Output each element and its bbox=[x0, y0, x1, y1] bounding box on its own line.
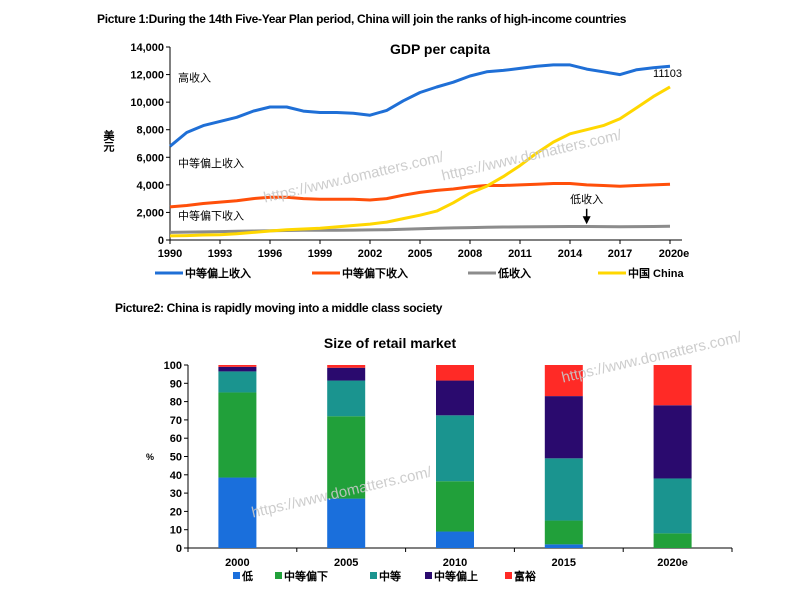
bar-segment bbox=[653, 405, 692, 479]
series-line bbox=[169, 63, 671, 148]
bar-segment bbox=[327, 365, 366, 368]
x-tick-label: 1990 bbox=[158, 248, 182, 260]
x-tick-label: 2002 bbox=[358, 248, 382, 260]
series-line bbox=[169, 85, 671, 238]
bar-segment bbox=[653, 533, 692, 548]
y-axis-label: 美元 bbox=[102, 129, 115, 153]
annotation: 11103 bbox=[653, 68, 682, 80]
legend-label: 中等偏下 bbox=[284, 569, 328, 583]
bar-segment bbox=[544, 458, 583, 521]
y-tick-label: 70 bbox=[170, 415, 182, 427]
y-tick-label: 90 bbox=[170, 378, 182, 390]
bar-segment bbox=[544, 520, 583, 545]
legend-label: 中等 bbox=[379, 569, 401, 583]
legend-swatch bbox=[425, 572, 432, 579]
legend-label: 低 bbox=[241, 569, 253, 583]
y-tick-label: 20 bbox=[170, 506, 182, 518]
x-tick-label: 2008 bbox=[458, 248, 482, 260]
annotation: 中等偏下收入 bbox=[178, 208, 244, 222]
series-line bbox=[169, 182, 671, 209]
bar-segment bbox=[436, 531, 474, 548]
legend-label: 中等偏上 bbox=[434, 569, 478, 583]
y-tick-label: 12,000 bbox=[130, 70, 164, 82]
bar-segment bbox=[327, 416, 366, 499]
x-tick-label: 2020e bbox=[657, 557, 688, 569]
bar-segment bbox=[653, 365, 692, 406]
bar-segment bbox=[218, 477, 257, 548]
bar-segment bbox=[544, 365, 583, 397]
x-tick-label: 2010 bbox=[443, 557, 467, 569]
x-tick-label: 1993 bbox=[208, 248, 232, 260]
x-tick-label: 2000 bbox=[225, 557, 249, 569]
x-tick-label: 2020e bbox=[659, 248, 690, 260]
bar-segment bbox=[436, 380, 474, 416]
chart-title: Size of retail market bbox=[324, 335, 457, 351]
bar-segment bbox=[218, 366, 257, 372]
arrow-head-icon bbox=[582, 216, 591, 225]
legend-label: 低收入 bbox=[497, 266, 531, 280]
bar-segment bbox=[218, 371, 257, 393]
x-tick-label: 2015 bbox=[552, 557, 576, 569]
y-tick-label: 40 bbox=[170, 470, 182, 482]
bar-segment bbox=[436, 481, 474, 532]
y-tick-label: 8,000 bbox=[136, 125, 164, 137]
x-tick-label: 2017 bbox=[608, 248, 632, 260]
x-tick-label: 2005 bbox=[408, 248, 432, 260]
x-tick-label: 1996 bbox=[258, 248, 282, 260]
y-tick-label: 50 bbox=[170, 452, 182, 464]
y-tick-label: 14,000 bbox=[130, 42, 164, 54]
bar-segment bbox=[218, 365, 257, 367]
y-tick-label: 100 bbox=[164, 360, 182, 372]
bar-segment bbox=[653, 478, 692, 534]
y-tick-label: 2,000 bbox=[136, 207, 164, 219]
y-tick-label: 4,000 bbox=[136, 180, 164, 192]
y-axis-label: % bbox=[146, 452, 154, 462]
bar-segment bbox=[544, 544, 583, 548]
bar-segment bbox=[327, 498, 366, 548]
picture1-caption: Picture 1:During the 14th Five-Year Plan… bbox=[97, 12, 627, 26]
legend-label: 富裕 bbox=[514, 569, 536, 583]
chart-title: GDP per capita bbox=[390, 41, 490, 57]
legend-swatch bbox=[275, 572, 282, 579]
legend-swatch bbox=[505, 572, 512, 579]
y-tick-label: 0 bbox=[176, 543, 182, 555]
annotation: 中等偏上收入 bbox=[178, 156, 244, 170]
legend-label: 中等偏上收入 bbox=[185, 266, 251, 280]
annotation: 高收入 bbox=[178, 70, 211, 84]
bar-segment bbox=[327, 380, 366, 417]
x-tick-label: 1999 bbox=[308, 248, 332, 260]
legend-swatch bbox=[233, 572, 240, 579]
legend-label: 中国 China bbox=[628, 266, 684, 280]
y-tick-label: 10,000 bbox=[130, 97, 164, 109]
annotation: 低收入 bbox=[570, 192, 603, 206]
bar-segment bbox=[436, 365, 474, 381]
x-tick-label: 2005 bbox=[334, 557, 358, 569]
y-tick-label: 6,000 bbox=[136, 152, 164, 164]
bar-segment bbox=[218, 392, 257, 478]
y-tick-label: 80 bbox=[170, 397, 182, 409]
legend-swatch bbox=[370, 572, 377, 579]
gdp-per-capita-chart: GDP per capita 0 2,000 4,000 6,000 8,000 10,00… bbox=[102, 41, 690, 280]
x-tick-label: 2011 bbox=[508, 248, 532, 260]
y-tick-label: 60 bbox=[170, 433, 182, 445]
y-tick-label: 10 bbox=[170, 525, 182, 537]
y-tick-label: 0 bbox=[158, 235, 164, 247]
bar-segment bbox=[436, 415, 474, 482]
y-tick-label: 30 bbox=[170, 488, 182, 500]
bar-segment bbox=[327, 367, 366, 381]
legend-label: 中等偏下收入 bbox=[342, 266, 408, 280]
picture2-caption: Picture2: China is rapidly moving into a… bbox=[115, 301, 443, 315]
bar-segment bbox=[544, 396, 583, 459]
x-tick-label: 2014 bbox=[558, 248, 583, 260]
